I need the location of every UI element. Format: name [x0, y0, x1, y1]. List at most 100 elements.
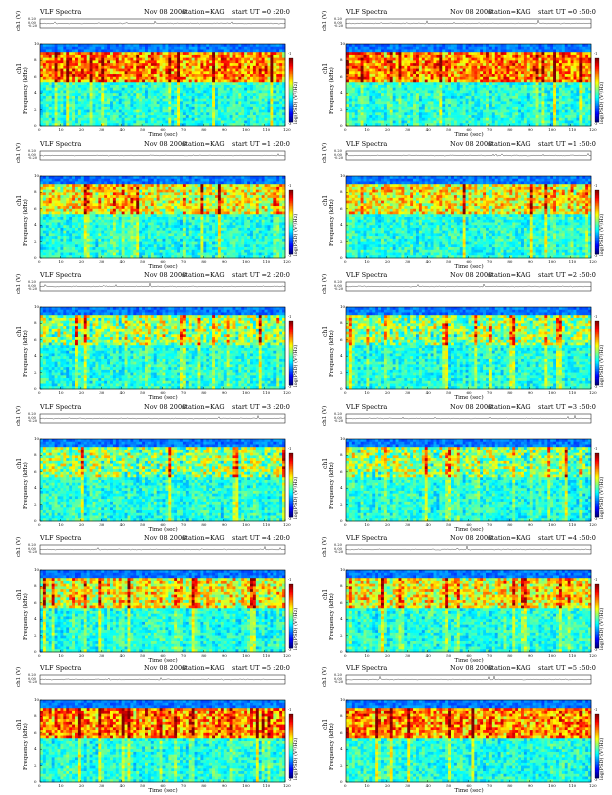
y-tick-label: 6 — [34, 601, 37, 605]
y-tick-label: 2 — [34, 240, 37, 244]
x-tick-label: 110 — [569, 391, 577, 395]
x-tick-label: 80 — [201, 128, 206, 132]
x-tick-label: 30 — [99, 391, 104, 395]
colorbar-tick-label: -3 — [288, 386, 291, 390]
colorbar-tick-label: -3 — [594, 123, 597, 127]
spectrogram-svg — [320, 664, 600, 792]
y-tick-label: 6 — [340, 601, 343, 605]
y-tick-label: 0 — [34, 650, 37, 654]
y-tick-label: 6 — [34, 470, 37, 474]
colorbar-label: log(PSD) (V²/Hz) — [294, 345, 299, 387]
y-tick-label: 10 — [34, 568, 39, 572]
colorbar-tick-label: -3 — [288, 779, 291, 783]
colorbar-tick-label: -1 — [594, 579, 597, 583]
y-tick-label: 8 — [340, 321, 343, 325]
y-tick-label: 10 — [34, 174, 39, 178]
colorbar-tick-label: -1 — [288, 316, 291, 320]
x-tick-label: 70 — [181, 654, 186, 658]
waveform-axis-label: ch1 (V) — [17, 11, 23, 31]
x-axis-label: Time (sec) — [455, 265, 484, 271]
x-tick-label: 50 — [140, 784, 145, 788]
y-tick-label: 6 — [34, 207, 37, 211]
x-tick-label: 90 — [528, 260, 533, 264]
x-tick-label: 20 — [79, 391, 84, 395]
waveform-line — [40, 283, 285, 287]
y-tick-label: 4 — [340, 617, 343, 621]
x-tick-label: 30 — [405, 784, 410, 788]
x-tick-label: 120 — [589, 391, 597, 395]
waveform-tick-label: -0.20 — [334, 551, 343, 555]
y-axis-label: Frequency (kHz) — [330, 723, 336, 770]
x-tick-label: 40 — [120, 128, 125, 132]
waveform-line — [40, 21, 285, 24]
x-tick-label: 10 — [364, 391, 369, 395]
x-axis-label: Time (sec) — [455, 528, 484, 534]
waveform-line — [346, 20, 591, 24]
spectrogram-svg — [320, 534, 600, 662]
y-axis-label-channel: ch1 — [323, 719, 329, 730]
waveform-line — [346, 676, 591, 680]
x-tick-label: 10 — [58, 391, 63, 395]
y-tick-label: 4 — [34, 486, 37, 490]
y-tick-label: 6 — [340, 731, 343, 735]
x-tick-label: 120 — [283, 128, 291, 132]
x-tick-label: 10 — [364, 128, 369, 132]
colorbar-label: log(PSD) (V²/Hz) — [294, 738, 299, 780]
x-tick-label: 70 — [181, 128, 186, 132]
waveform-axis-label: ch1 (V) — [323, 143, 329, 163]
x-tick-label: 120 — [283, 391, 291, 395]
y-tick-label: 8 — [34, 321, 37, 325]
x-tick-label: 50 — [140, 523, 145, 527]
x-tick-label: 100 — [242, 523, 250, 527]
x-tick-label: 10 — [364, 784, 369, 788]
y-tick-label: 2 — [340, 108, 343, 112]
colorbar-label: log(PSD) (V²/Hz) — [294, 608, 299, 650]
x-axis-label: Time (sec) — [455, 396, 484, 402]
x-tick-label: 80 — [201, 523, 206, 527]
x-tick-label: 100 — [548, 654, 556, 658]
x-tick-label: 110 — [263, 260, 271, 264]
y-tick-label: 8 — [34, 190, 37, 194]
x-tick-label: 40 — [426, 128, 431, 132]
spectrogram-cells — [346, 176, 591, 258]
x-tick-label: 90 — [528, 784, 533, 788]
x-tick-label: 50 — [446, 260, 451, 264]
x-tick-label: 70 — [487, 654, 492, 658]
x-tick-label: 30 — [99, 260, 104, 264]
y-axis-label-channel: ch1 — [17, 458, 23, 469]
waveform-axis-label: ch1 (V) — [17, 406, 23, 426]
waveform-tick-label: -0.20 — [334, 25, 343, 29]
x-tick-label: 20 — [385, 523, 390, 527]
y-tick-label: 6 — [34, 338, 37, 342]
x-tick-label: 50 — [446, 784, 451, 788]
x-tick-label: 70 — [181, 391, 186, 395]
x-tick-label: 20 — [385, 391, 390, 395]
y-axis-label: Frequency (kHz) — [24, 330, 30, 377]
waveform-axis-label: ch1 (V) — [323, 406, 329, 426]
colorbar-tick-label: -1 — [594, 316, 597, 320]
colorbar-label: log(PSD) (V²/Hz) — [600, 345, 605, 387]
colorbar-tick-label: -3 — [594, 386, 597, 390]
y-tick-label: 2 — [34, 503, 37, 507]
y-tick-label: 4 — [34, 747, 37, 751]
colorbar-label: log(PSD) (V²/Hz) — [294, 214, 299, 256]
colorbar-label: log(PSD) (V²/Hz) — [600, 214, 605, 256]
y-tick-label: 6 — [340, 75, 343, 79]
y-tick-label: 4 — [34, 617, 37, 621]
x-tick-label: 100 — [242, 654, 250, 658]
waveform-tick-label: -0.20 — [334, 288, 343, 292]
x-tick-label: 50 — [446, 128, 451, 132]
y-tick-label: 10 — [340, 698, 345, 702]
y-tick-label: 0 — [34, 387, 37, 391]
colorbar-label: log(PSD) (V²/Hz) — [600, 608, 605, 650]
x-axis-label: Time (sec) — [149, 133, 178, 139]
x-tick-label: 0 — [38, 391, 41, 395]
x-tick-label: 90 — [222, 260, 227, 264]
y-tick-label: 0 — [340, 780, 343, 784]
